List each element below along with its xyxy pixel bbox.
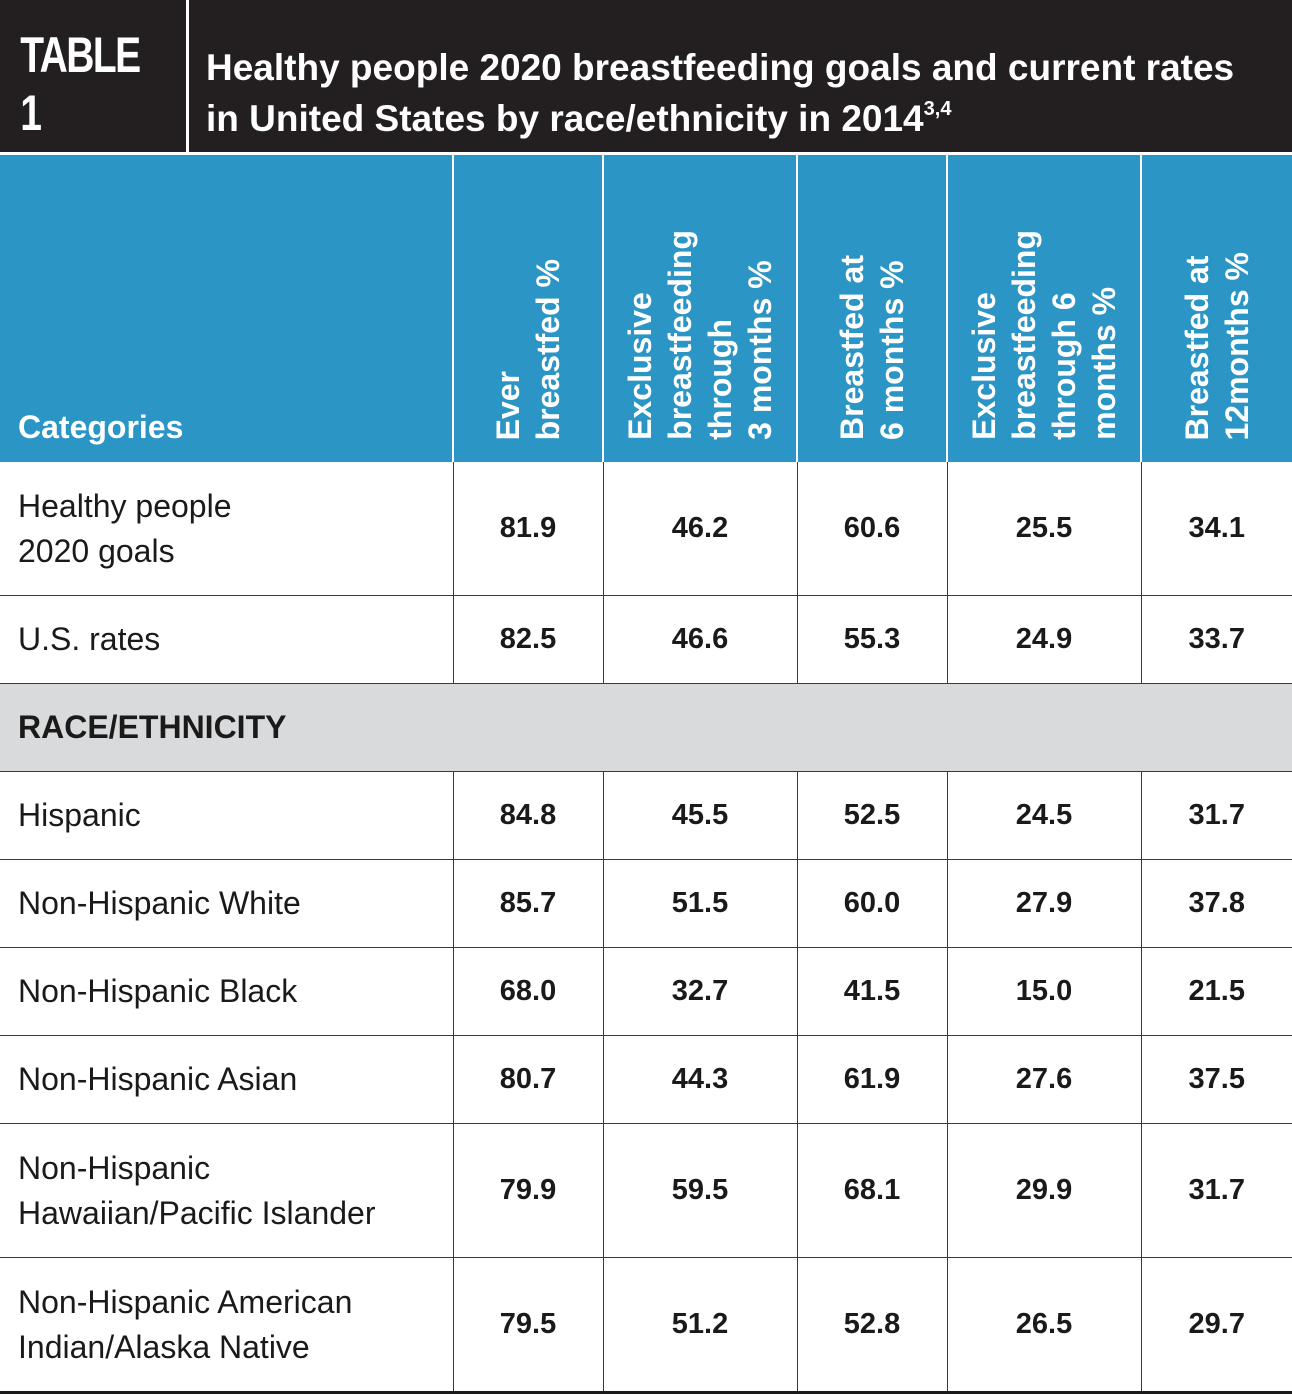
table-cell: 31.7	[1140, 1123, 1292, 1258]
table-cell: 79.9	[452, 1123, 603, 1258]
table-cell: 33.7	[1140, 595, 1292, 684]
table-title-text: Healthy people 2020 breastfeeding goals …	[206, 47, 1235, 139]
column-header-label: Breastfed at 12months %	[1179, 251, 1255, 440]
column-header-exclusive-6-months: Exclusive breastfeeding through 6 months…	[946, 155, 1141, 462]
table-cell: 44.3	[602, 1035, 797, 1124]
row-label: Non-Hispanic Black	[0, 947, 453, 1036]
header-row: Categories Ever breastfed % Exclusive br…	[0, 155, 1292, 462]
row-label: Non-Hispanic Hawaiian/Pacific Islander	[0, 1123, 453, 1258]
table-title: Healthy people 2020 breastfeeding goals …	[206, 42, 1276, 144]
column-header-ever-breastfed: Ever breastfed %	[452, 155, 603, 462]
breastfeeding-rates-table: Categories Ever breastfed % Exclusive br…	[0, 155, 1292, 1394]
table-row: U.S. rates 82.5 46.6 55.3 24.9 33.7	[0, 595, 1292, 684]
table-cell: 34.1	[1140, 462, 1292, 596]
title-divider	[186, 0, 189, 152]
table-cell: 84.8	[452, 771, 603, 860]
table-cell: 26.5	[946, 1257, 1141, 1394]
table-cell: 52.5	[796, 771, 947, 860]
table-cell: 24.5	[946, 771, 1141, 860]
table-cell: 51.5	[602, 859, 797, 948]
column-header-label: Exclusive breastfeeding through 3 months…	[622, 230, 778, 440]
column-header-categories: Categories	[0, 155, 453, 462]
table-row: Non-Hispanic Asian 80.7 44.3 61.9 27.6 3…	[0, 1035, 1292, 1124]
column-header-label: Exclusive breastfeeding through 6 months…	[966, 230, 1122, 440]
table-row: Healthy people 2020 goals 81.9 46.2 60.6…	[0, 462, 1292, 596]
column-header-label: Ever breastfed %	[490, 258, 566, 440]
row-label: Healthy people 2020 goals	[0, 462, 453, 596]
table-cell: 80.7	[452, 1035, 603, 1124]
section-row: RACE/ETHNICITY	[0, 683, 1292, 772]
table-cell: 32.7	[602, 947, 797, 1036]
table-cell: 79.5	[452, 1257, 603, 1394]
table-cell: 60.0	[796, 859, 947, 948]
table-cell: 25.5	[946, 462, 1141, 596]
table-cell: 41.5	[796, 947, 947, 1036]
table-row: Non-Hispanic Black 68.0 32.7 41.5 15.0 2…	[0, 947, 1292, 1036]
table-cell: 82.5	[452, 595, 603, 684]
table-row: Hispanic 84.8 45.5 52.5 24.5 31.7	[0, 771, 1292, 860]
table-cell: 29.9	[946, 1123, 1141, 1258]
table-cell: 29.7	[1140, 1257, 1292, 1394]
table-row: Non-Hispanic American Indian/Alaska Nati…	[0, 1257, 1292, 1394]
table-cell: 37.5	[1140, 1035, 1292, 1124]
row-label: Non-Hispanic White	[0, 859, 453, 948]
table-cell: 68.1	[796, 1123, 947, 1258]
table-cell: 55.3	[796, 595, 947, 684]
row-label: Hispanic	[0, 771, 453, 860]
table-row: Non-Hispanic White 85.7 51.5 60.0 27.9 3…	[0, 859, 1292, 948]
table-number-label: TABLE 1	[20, 27, 141, 141]
section-heading: RACE/ETHNICITY	[0, 683, 1292, 772]
table-cell: 81.9	[452, 462, 603, 596]
table-cell: 24.9	[946, 595, 1141, 684]
table-cell: 31.7	[1140, 771, 1292, 860]
column-header-breastfed-6-months: Breastfed at 6 months %	[796, 155, 947, 462]
table-cell: 15.0	[946, 947, 1141, 1036]
table-cell: 27.6	[946, 1035, 1141, 1124]
table-cell: 59.5	[602, 1123, 797, 1258]
column-header-label: Breastfed at 6 months %	[834, 255, 910, 440]
table-cell: 46.2	[602, 462, 797, 596]
table-cell: 60.6	[796, 462, 947, 596]
row-label: Non-Hispanic American Indian/Alaska Nati…	[0, 1257, 453, 1394]
title-bar: TABLE 1 Healthy people 2020 breastfeedin…	[0, 0, 1292, 152]
table-cell: 51.2	[602, 1257, 797, 1394]
row-label: Non-Hispanic Asian	[0, 1035, 453, 1124]
table-cell: 52.8	[796, 1257, 947, 1394]
column-header-exclusive-3-months: Exclusive breastfeeding through 3 months…	[602, 155, 797, 462]
table-cell: 68.0	[452, 947, 603, 1036]
table-row: Non-Hispanic Hawaiian/Pacific Islander 7…	[0, 1123, 1292, 1258]
column-header-breastfed-12-months: Breastfed at 12months %	[1140, 155, 1292, 462]
row-label: U.S. rates	[0, 595, 453, 684]
table-cell: 61.9	[796, 1035, 947, 1124]
table-cell: 27.9	[946, 859, 1141, 948]
table-cell: 21.5	[1140, 947, 1292, 1036]
title-superscript: 3,4	[923, 98, 952, 120]
table-cell: 37.8	[1140, 859, 1292, 948]
table-cell: 45.5	[602, 771, 797, 860]
table-cell: 46.6	[602, 595, 797, 684]
table-cell: 85.7	[452, 859, 603, 948]
